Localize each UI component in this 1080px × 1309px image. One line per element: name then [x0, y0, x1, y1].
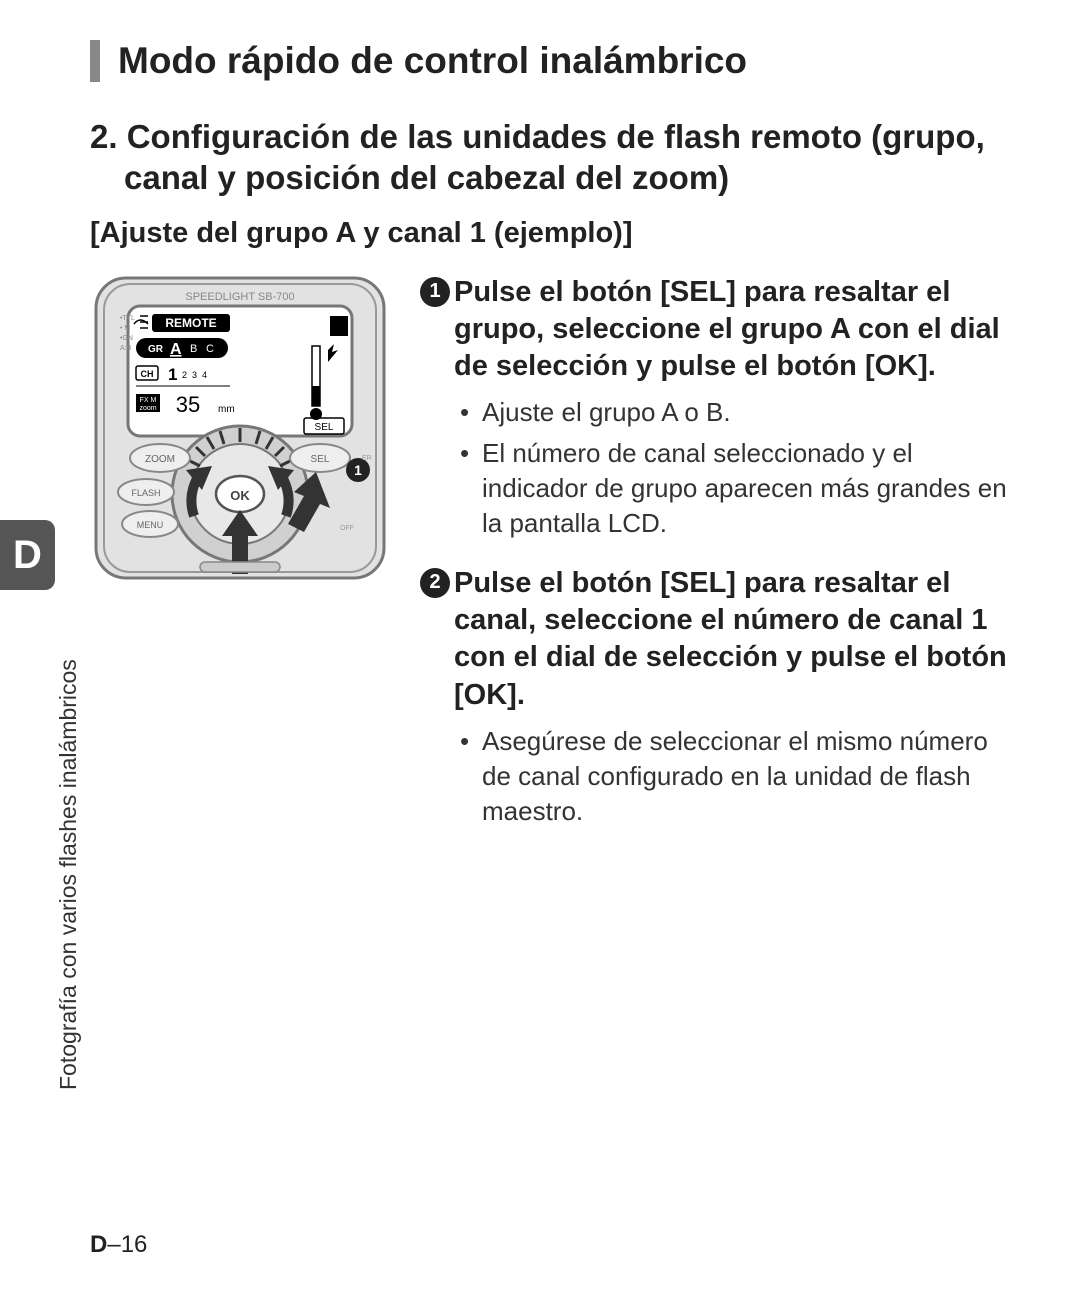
steps-column: 1 Pulse el botón [SEL] para resaltar el … [420, 274, 1010, 853]
side-m: • M [120, 325, 130, 332]
step-1-title: 1 Pulse el botón [SEL] para resaltar el … [420, 274, 1010, 385]
lcd-sel-label: SEL [315, 422, 334, 433]
step-1-badge: 1 [420, 277, 450, 307]
lcd-zoom-top: FX M [140, 397, 157, 404]
lcd-ch-label: CH [141, 369, 154, 379]
sel-button-label: SEL [311, 454, 330, 465]
lcd-ch-2: 2 [182, 370, 187, 380]
lcd-ch-1: 1 [168, 365, 177, 384]
side-er: ER [362, 455, 372, 462]
step-1-bullet-1: Ajuste el grupo A o B. [460, 395, 1010, 430]
side-off: OFF [340, 525, 354, 532]
device-illustration: SPEEDLIGHT SB-700 REMOTE GR A B C CH 1 [90, 274, 390, 584]
section-tab: D [0, 520, 55, 590]
lcd-zoom-unit: mm [218, 404, 235, 415]
zoom-button-label: ZOOM [145, 454, 175, 465]
step-1-text: Pulse el botón [SEL] para resaltar el gr… [454, 274, 1010, 385]
step-2-text: Pulse el botón [SEL] para resaltar el ca… [454, 565, 1010, 713]
lcd-zoom-bottom: zoom [139, 405, 156, 412]
side-ttl: •TTL [120, 315, 135, 322]
step-1-bullets: Ajuste el grupo A o B. El número de cana… [420, 395, 1010, 541]
ok-button-label: OK [230, 488, 250, 503]
section-tab-letter: D [13, 533, 42, 578]
page-number-prefix: D [90, 1231, 107, 1258]
callout-1: 1 [354, 462, 362, 478]
step-1-bullet-2: El número de canal seleccionado y el ind… [460, 436, 1010, 541]
step-2-bullets: Asegúrese de seleccionar el mismo número… [420, 724, 1010, 829]
step-2-bullet-1: Asegúrese de seleccionar el mismo número… [460, 724, 1010, 829]
vertical-section-label: Fotografía con varios flashes inalámbric… [55, 659, 82, 1090]
lcd-group-c: C [206, 343, 214, 355]
lcd-group-b: B [190, 343, 197, 355]
page-title: Modo rápido de control inalámbrico [118, 40, 1010, 82]
step-2-badge: 2 [420, 568, 450, 598]
page-number: D–16 [90, 1231, 147, 1259]
section-title: 2. Configuración de las unidades de flas… [124, 116, 1000, 199]
side-gn: •GN [120, 335, 133, 342]
subheading: [Ajuste del grupo A y canal 1 (ejemplo)] [90, 217, 1010, 250]
lcd-group-a: A [170, 341, 182, 358]
section-number: 2. [90, 118, 118, 155]
lcd-gr-label: GR [148, 344, 164, 355]
flash-button-label: FLASH [131, 488, 160, 498]
lcd-ch-3: 3 [192, 370, 197, 380]
lcd-zoom-value: 35 [176, 392, 200, 417]
lcd-mode: REMOTE [165, 316, 216, 330]
device-model: SPEEDLIGHT SB-700 [185, 291, 294, 303]
side-ab: A:B [120, 345, 132, 352]
section-text: Configuración de las unidades de flash r… [124, 118, 985, 196]
content-row: SPEEDLIGHT SB-700 REMOTE GR A B C CH 1 [90, 274, 1010, 853]
header-bar: Modo rápido de control inalámbrico [90, 40, 1010, 82]
menu-button-label: MENU [137, 520, 164, 530]
step-2-title: 2 Pulse el botón [SEL] para resaltar el … [420, 565, 1010, 713]
page-number-value: –16 [107, 1231, 147, 1258]
lcd-ch-4: 4 [202, 370, 207, 380]
